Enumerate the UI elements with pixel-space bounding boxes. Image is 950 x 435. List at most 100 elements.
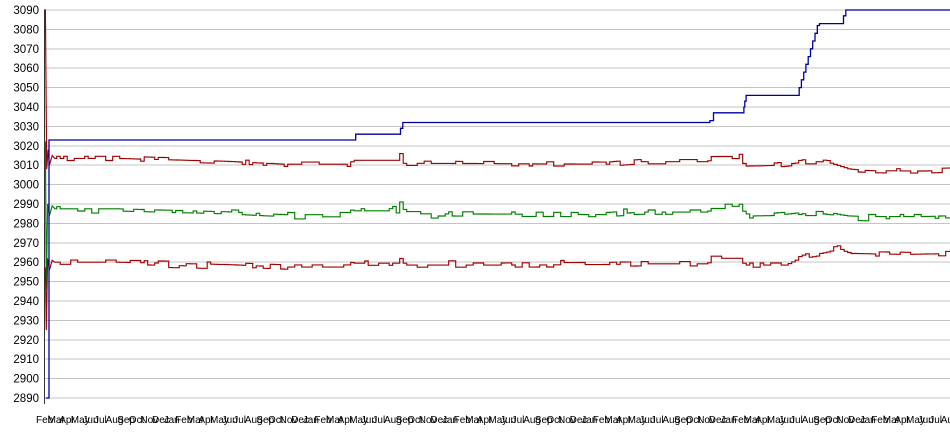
y-tick-label: 2920: [13, 335, 39, 347]
x-tick-label: Apr: [338, 415, 354, 426]
x-tick-label: Sep: [256, 415, 274, 426]
x-tick-label: Jan: [442, 415, 458, 426]
x-tick-label: Dec: [848, 415, 866, 426]
x-axis-labels: FebMarAprMayJunJulAugSepOctNovDecJanFebM…: [36, 415, 950, 426]
gridlines: [44, 9, 950, 399]
x-tick-label: Jun: [639, 415, 655, 426]
x-tick-label: Jul: [233, 415, 246, 426]
y-tick-label: 2890: [13, 393, 39, 405]
x-tick-label: Oct: [686, 415, 702, 426]
x-tick-label: Feb: [454, 415, 472, 426]
series-blue-stepped-line: [45, 9, 950, 399]
y-tick-label: 2990: [13, 199, 39, 211]
x-tick-label: Aug: [245, 415, 263, 426]
y-axis-labels: 2890 2900 2910 2920 2930 2940 2950 2960 2970 2980…: [13, 5, 39, 405]
y-tick-label: 3080: [13, 24, 39, 36]
x-tick-label: Dec: [291, 415, 309, 426]
y-tick-label: 3040: [13, 102, 39, 114]
x-tick-label: Mar: [48, 415, 66, 426]
series-red-lower-band: [44, 245, 950, 331]
x-tick-label: Oct: [129, 415, 145, 426]
x-tick-label: Jan: [581, 415, 597, 426]
x-tick-label: Apr: [59, 415, 75, 426]
x-tick-label: Jul: [372, 415, 385, 426]
x-tick-label: Jul: [790, 415, 803, 426]
y-tick-label: 3030: [13, 121, 39, 133]
y-tick-label: 3050: [13, 83, 39, 95]
x-tick-label: Apr: [755, 415, 771, 426]
x-tick-label: Mar: [744, 415, 762, 426]
y-tick-label: 2970: [13, 238, 39, 250]
x-tick-label: May: [628, 415, 647, 426]
x-tick-label: Feb: [732, 415, 750, 426]
x-tick-label: Nov: [697, 415, 715, 426]
x-tick-label: Feb: [314, 415, 332, 426]
y-tick-label: 2980: [13, 218, 39, 230]
x-tick-label: Jun: [500, 415, 516, 426]
x-tick-label: Aug: [106, 415, 124, 426]
x-tick-label: Sep: [117, 415, 135, 426]
x-tick-label: Oct: [825, 415, 841, 426]
y-tick-label: 3070: [13, 44, 39, 56]
y-tick-label: 2910: [13, 354, 39, 366]
x-tick-label: Sep: [674, 415, 692, 426]
x-tick-label: Jan: [860, 415, 876, 426]
x-tick-label: Jun: [361, 415, 377, 426]
x-tick-label: Aug: [523, 415, 541, 426]
x-tick-label: Mar: [326, 415, 344, 426]
y-tick-label: 2930: [13, 315, 39, 327]
x-tick-label: Jun: [918, 415, 934, 426]
x-tick-label: Feb: [871, 415, 889, 426]
y-tick-label: 2960: [13, 257, 39, 269]
x-tick-label: Jan: [303, 415, 319, 426]
series-red-upper-band: [44, 9, 950, 174]
x-tick-label: Jul: [929, 415, 942, 426]
x-tick-label: May: [210, 415, 229, 426]
x-tick-label: Mar: [604, 415, 622, 426]
x-tick-label: Aug: [384, 415, 402, 426]
x-tick-label: Mar: [187, 415, 205, 426]
y-tick-label: 3020: [13, 141, 39, 153]
x-tick-label: Feb: [175, 415, 193, 426]
x-tick-label: Feb: [36, 415, 54, 426]
x-tick-label: Apr: [198, 415, 214, 426]
x-tick-label: Jun: [222, 415, 238, 426]
x-tick-label: Dec: [709, 415, 727, 426]
x-tick-label: Aug: [802, 415, 820, 426]
y-tick-label: 3090: [13, 5, 39, 17]
y-tick-label: 2950: [13, 277, 39, 289]
x-tick-label: Jul: [651, 415, 664, 426]
x-tick-label: Nov: [419, 415, 437, 426]
x-tick-label: Dec: [430, 415, 448, 426]
x-tick-label: Mar: [465, 415, 483, 426]
x-tick-label: Sep: [535, 415, 553, 426]
x-tick-label: Jan: [720, 415, 736, 426]
x-tick-label: Aug: [662, 415, 680, 426]
x-tick-label: May: [906, 415, 925, 426]
x-tick-label: Dec: [152, 415, 170, 426]
x-tick-label: Nov: [558, 415, 576, 426]
y-tick-label: 3010: [13, 160, 39, 172]
x-tick-label: Sep: [396, 415, 414, 426]
x-tick-label: Nov: [280, 415, 298, 426]
series-green-mid-line: [44, 141, 950, 290]
x-tick-label: Oct: [268, 415, 284, 426]
x-tick-label: Jun: [82, 415, 98, 426]
x-tick-label: Apr: [616, 415, 632, 426]
x-tick-label: Oct: [546, 415, 562, 426]
x-tick-label: May: [71, 415, 90, 426]
y-tick-label: 3060: [13, 63, 39, 75]
x-tick-label: Jun: [778, 415, 794, 426]
x-tick-label: Jan: [164, 415, 180, 426]
y-tick-label: 2940: [13, 296, 39, 308]
x-tick-label: Aug: [941, 415, 950, 426]
x-tick-label: Apr: [477, 415, 493, 426]
x-tick-label: Jul: [512, 415, 525, 426]
x-tick-label: Feb: [593, 415, 611, 426]
y-tick-label: 2900: [13, 374, 39, 386]
x-tick-label: Apr: [894, 415, 910, 426]
x-tick-label: Dec: [570, 415, 588, 426]
x-tick-label: May: [349, 415, 368, 426]
